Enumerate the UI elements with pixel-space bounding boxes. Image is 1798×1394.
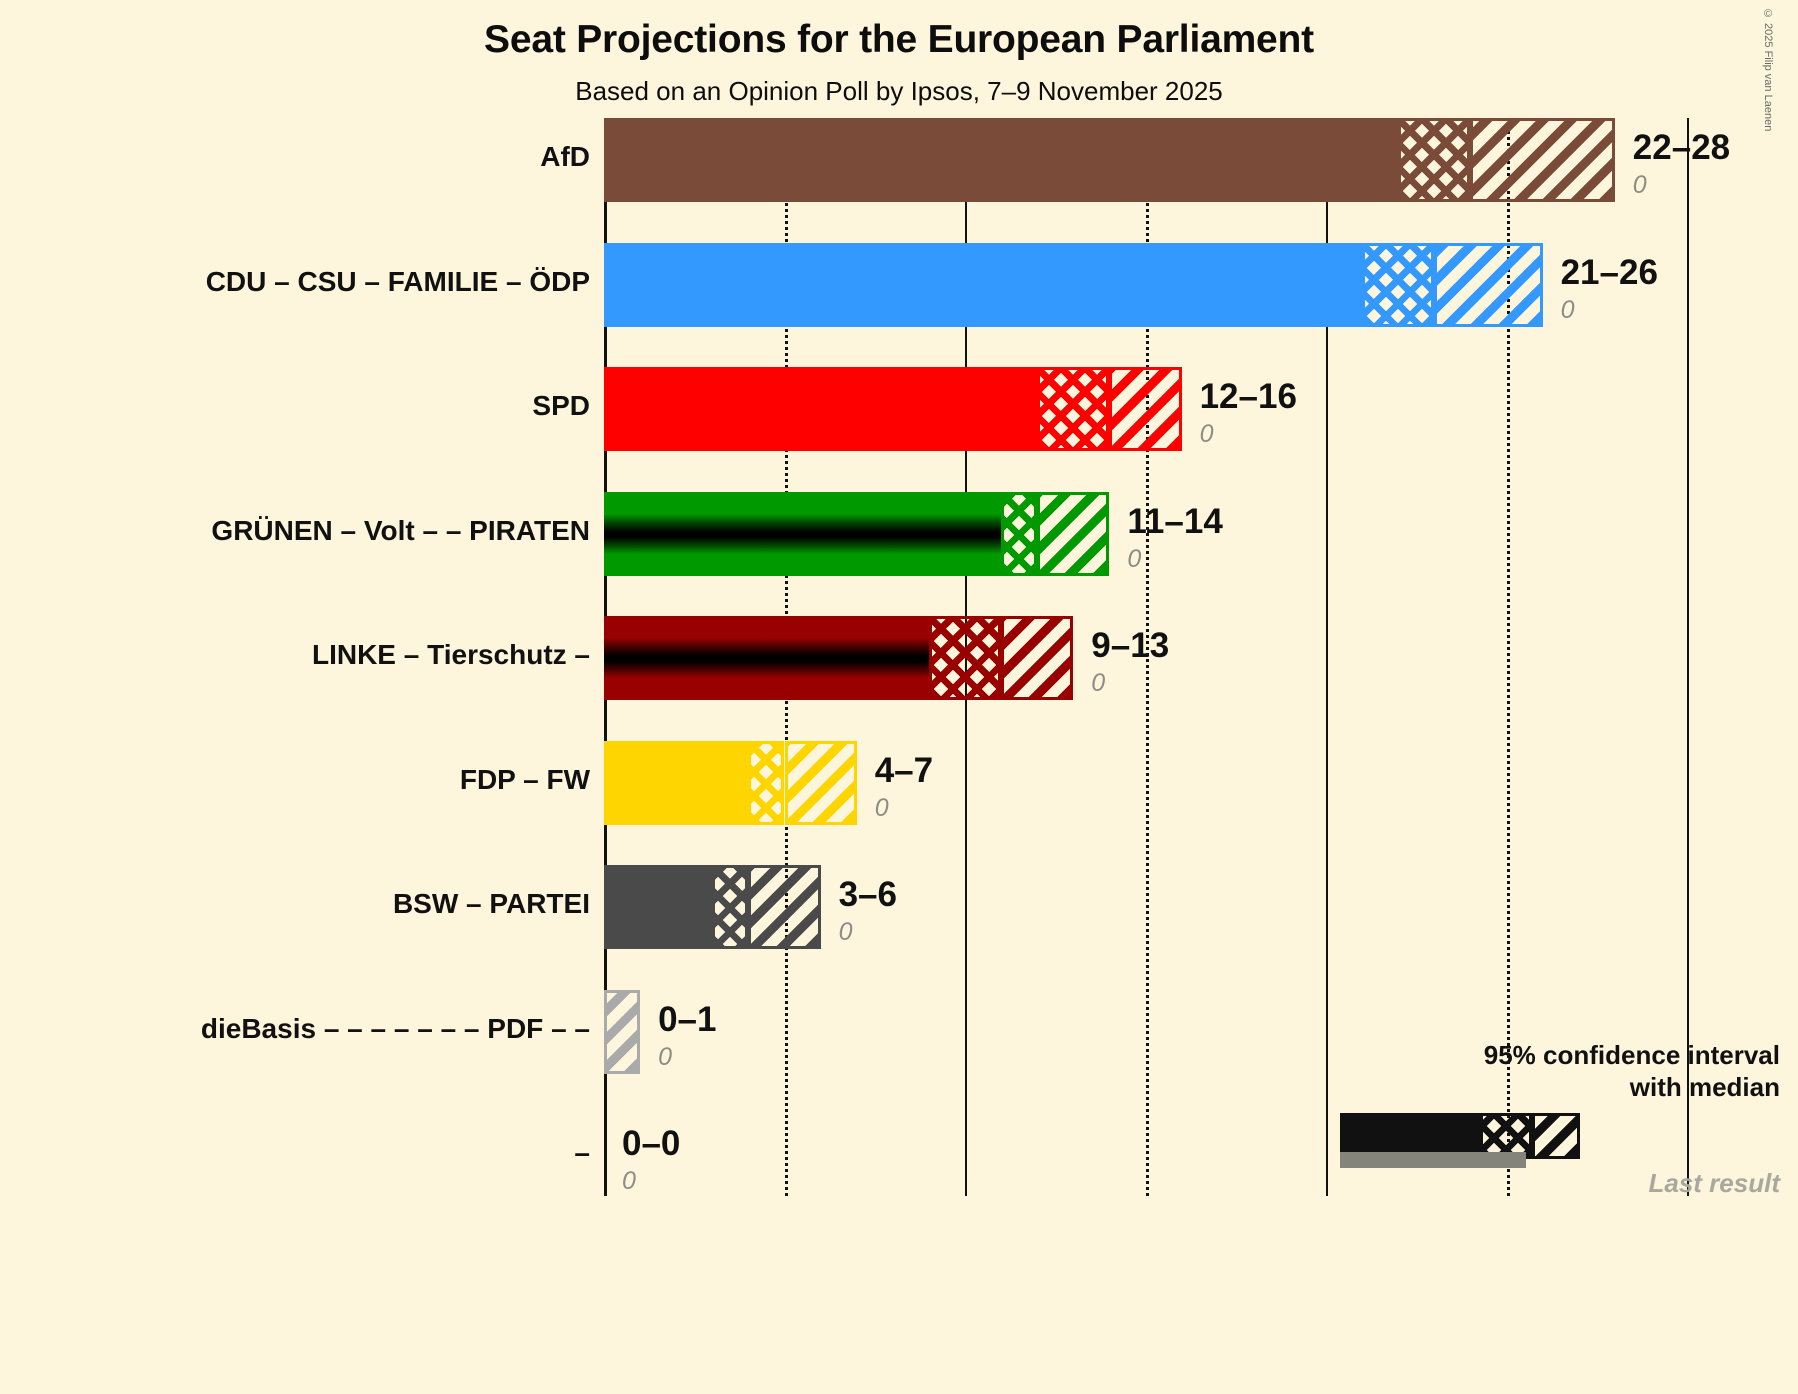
confidence-interval-bar [604,989,641,1074]
confidence-interval-bar [604,616,1074,700]
bar-diagonal-segment [784,740,857,825]
row-label-7: BSW – PARTEI [392,888,590,919]
bar-solid-segment [604,118,1399,202]
bar-row: SPD 12–16 0 [0,367,1798,451]
value-range-label: 11–14 [1127,501,1223,541]
bar-diagonal-segment [1037,491,1110,576]
bar-row: LINKE – Tierschutz – 9–13 0 [0,616,1798,700]
bar-solid-segment [604,242,1363,327]
value-range-label: 22–28 [1632,128,1731,167]
bar-crosshatch-segment [1398,118,1471,202]
row-label-2: CDU – CSU – FAMILIE – ÖDP [205,265,590,297]
bar-solid-segment [604,740,749,825]
bar-solid-segment [604,491,1002,576]
gridline-dotted-15 [1145,118,1149,1196]
bar-container [604,367,1182,451]
page-title: Seat Projections for the European Parlia… [484,18,1314,61]
bar-row: dieBasis – – – – – – – PDF – – 0–1 0 [0,989,1798,1074]
last-result-label: 0 [1560,295,1575,324]
bar-container [604,118,1615,202]
row-label-1: AfD [540,141,590,172]
confidence-interval-bar [604,367,1182,451]
confidence-interval-bar [604,491,1110,576]
bar-diagonal-segment [1470,118,1615,202]
bar-row: BSW – PARTEI 3–6 0 [0,865,1798,949]
legend-last-result-bar [1340,1152,1526,1168]
legend-line-2: with median [1629,1071,1780,1102]
value-range-label: 21–26 [1560,252,1658,292]
last-result-label: 0 [658,1042,672,1071]
bar-diagonal-segment [748,865,821,949]
bar-container [604,242,1543,327]
row-label-8: dieBasis – – – – – – – PDF – – [200,1012,590,1044]
bar-container [604,989,641,1074]
legend-line-1: 95% confidence interval [1483,1040,1780,1070]
last-result-label: 0 [1199,420,1214,448]
copyright-notice: © 2025 Filip van Laenen [1762,8,1774,132]
value-range-label: 0–1 [658,999,717,1039]
last-result-label: 0 [1127,544,1142,573]
bar-row: AfD 22–28 0 [0,118,1798,202]
last-result-label: 0 [622,1167,636,1195]
last-result-label: 0 [1632,171,1647,199]
bar-crosshatch-segment [1362,242,1435,327]
value-range-label: 3–6 [838,875,897,914]
bar-crosshatch-segment [712,865,749,949]
confidence-interval-bar [604,242,1543,327]
bar-row: CDU – CSU – FAMILIE – ÖDP 21–26 0 [0,242,1798,327]
gridline-solid-20 [1326,118,1328,1196]
row-label-5: LINKE – Tierschutz – [311,639,590,670]
row-label-3: SPD [532,390,590,421]
bar-container [604,740,857,825]
bar-container [604,616,1074,700]
bar-diagonal-segment [1109,367,1182,451]
row-label-4: GRÜNEN – Volt – – PIRATEN [211,514,590,546]
bar-solid-segment [604,367,1038,451]
last-result-label: 0 [1091,669,1106,697]
legend: 95% confidence interval with median [1286,1040,1780,1160]
value-range-label: 12–16 [1199,377,1297,416]
legend-solid-segment [1340,1113,1480,1160]
value-range-label: 9–13 [1091,626,1170,665]
bar-crosshatch-segment [1037,367,1110,451]
gridline-dotted-25 [1506,118,1510,1196]
gridline-solid-30 [1687,118,1689,1196]
bar-diagonal-segment [1434,242,1543,327]
value-range-label: 0–0 [622,1124,681,1163]
chart-subtitle: Based on an Opinion Poll by Ipsos, 7–9 N… [575,76,1223,106]
bar-container [604,865,821,949]
bar-solid-segment [604,616,929,700]
last-result-label: 0 [838,918,853,946]
confidence-interval-bar [604,118,1615,202]
confidence-interval-bar [604,865,821,949]
legend-last-result-label: Last result [1648,1168,1781,1198]
bar-row: FDP – FW 4–7 0 [0,740,1798,825]
bar-diagonal-segment [604,989,641,1074]
bar-crosshatch-segment [1001,491,1038,576]
row-label-9: – [574,1137,590,1168]
bar-container [604,491,1110,576]
row-label-6: FDP – FW [459,763,590,795]
legend-swatch [1340,1113,1580,1160]
confidence-interval-bar [604,740,857,825]
bar-crosshatch-segment [928,616,1002,700]
bar-row: – 0–0 0 [0,1114,1798,1198]
bar-solid-segment [604,865,713,949]
bar-crosshatch-segment [748,740,785,825]
value-range-label: 4–7 [874,750,934,790]
bar-diagonal-segment [1001,616,1074,700]
bar-row: GRÜNEN – Volt – – PIRATEN 11–14 0 [0,491,1798,576]
last-result-label: 0 [874,793,889,822]
legend-diagonal-segment [1532,1113,1580,1160]
